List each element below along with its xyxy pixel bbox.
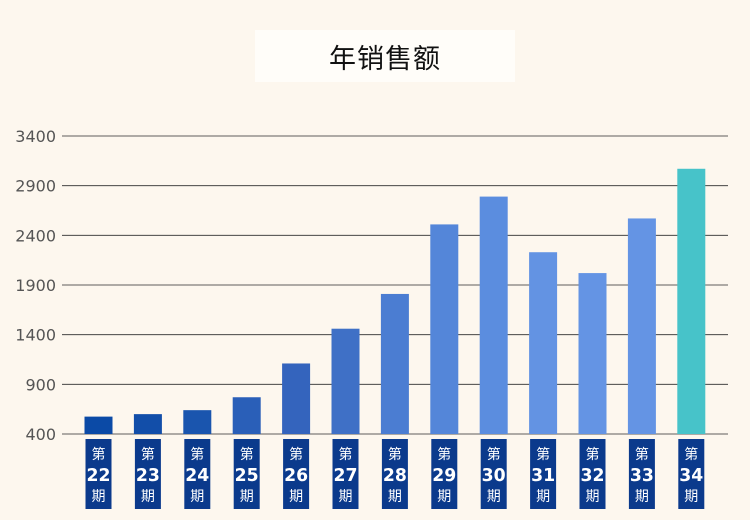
category-label-number: 24 (185, 465, 209, 486)
category-label-box (184, 439, 211, 509)
y-tick-label: 900 (25, 375, 56, 394)
bar (183, 410, 212, 434)
category-label-prefix: 第 (635, 446, 649, 463)
category-label-box (678, 439, 705, 509)
category-label-number: 26 (284, 465, 308, 486)
category-label-box (332, 439, 359, 509)
category-label-number: 33 (630, 465, 654, 486)
category-label-number: 31 (531, 465, 555, 486)
category-label-prefix: 第 (289, 446, 303, 463)
category-label-box (530, 439, 557, 509)
category-label-number: 22 (87, 465, 111, 486)
bar (677, 168, 706, 434)
bar (479, 196, 508, 434)
bar (133, 414, 162, 434)
category-label-suffix: 期 (92, 489, 106, 505)
category-label-suffix: 期 (536, 489, 550, 505)
bar (578, 273, 607, 434)
category-label-box (233, 439, 260, 509)
category-label-box (134, 439, 161, 509)
bar (627, 218, 656, 434)
category-label-box (85, 439, 112, 509)
category-label-prefix: 第 (141, 446, 155, 463)
category-label-prefix: 第 (586, 446, 600, 463)
category-label-suffix: 期 (141, 489, 155, 505)
category-label-number: 30 (482, 465, 506, 486)
category-label-prefix: 第 (536, 446, 550, 463)
category-label-prefix: 第 (437, 446, 451, 463)
category-label-box (431, 439, 458, 509)
category-label-number: 25 (235, 465, 259, 486)
y-tick-label: 400 (25, 425, 56, 444)
category-label-prefix: 第 (684, 446, 698, 463)
category-label-suffix: 期 (388, 489, 402, 505)
category-label-prefix: 第 (190, 446, 204, 463)
category-label-suffix: 期 (240, 489, 254, 505)
y-tick-label: 1400 (15, 326, 56, 345)
bar (331, 328, 360, 434)
category-label-number: 28 (383, 465, 407, 486)
bar (529, 252, 558, 434)
bar (430, 224, 459, 434)
category-label-box (381, 439, 408, 509)
category-label-number: 32 (581, 465, 605, 486)
category-label-box (628, 439, 655, 509)
category-label-prefix: 第 (388, 446, 402, 463)
category-label-suffix: 期 (339, 489, 353, 505)
category-label-box (283, 439, 310, 509)
category-label-prefix: 第 (240, 446, 254, 463)
y-tick-label: 2900 (15, 177, 56, 196)
category-label-box (480, 439, 507, 509)
y-tick-label: 3400 (15, 127, 56, 146)
category-label-box (579, 439, 606, 509)
category-label-prefix: 第 (487, 446, 501, 463)
bar (282, 363, 311, 434)
category-label-suffix: 期 (586, 489, 600, 505)
category-label-number: 29 (432, 465, 456, 486)
bar (84, 416, 113, 434)
category-label-prefix: 第 (92, 446, 106, 463)
category-label-number: 27 (334, 465, 358, 486)
y-tick-label: 2400 (15, 226, 56, 245)
category-label-number: 34 (679, 465, 703, 486)
bar (232, 397, 261, 434)
category-label-prefix: 第 (339, 446, 353, 463)
category-label-suffix: 期 (289, 489, 303, 505)
category-label-suffix: 期 (684, 489, 698, 505)
y-tick-label: 1900 (15, 276, 56, 295)
bar (380, 293, 409, 434)
category-label-number: 23 (136, 465, 160, 486)
category-label-suffix: 期 (190, 489, 204, 505)
category-label-suffix: 期 (437, 489, 451, 505)
chart-title: 年销售额 (255, 30, 515, 82)
category-label-suffix: 期 (635, 489, 649, 505)
category-label-suffix: 期 (487, 489, 501, 505)
